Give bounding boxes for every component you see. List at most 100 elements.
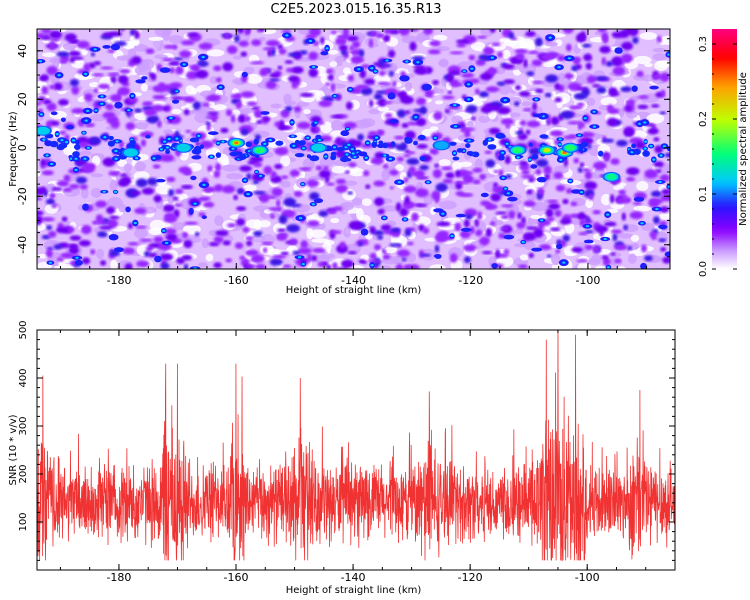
heatmap-texture	[384, 113, 393, 118]
heatmap-texture	[135, 79, 146, 84]
heatmap-texture	[592, 210, 601, 215]
heatmap-texture	[456, 43, 467, 48]
heatmap-texture	[616, 197, 631, 204]
heatmap-texture	[350, 148, 354, 151]
heatmap-texture	[658, 238, 667, 243]
heatmap-texture	[286, 247, 294, 252]
heatmap-texture	[302, 147, 306, 150]
heatmap-texture	[432, 169, 442, 179]
heatmap-texture	[596, 86, 607, 94]
heatmap-texture	[46, 102, 57, 112]
heatmap-texture	[230, 114, 236, 123]
heatmap-texture	[413, 140, 418, 146]
heatmap-texture	[383, 35, 390, 42]
heatmap-texture	[485, 227, 492, 237]
heatmap-texture	[381, 142, 389, 149]
heatmap-texture	[579, 31, 587, 41]
heatmap-texture	[398, 29, 410, 36]
heatmap-texture	[553, 165, 569, 174]
heatmap-texture	[144, 251, 150, 257]
heatmap-texture	[245, 73, 263, 84]
heatmap-texture	[630, 234, 640, 242]
heatmap-texture	[599, 230, 604, 237]
heatmap-texture	[475, 59, 486, 66]
heatmap-texture	[637, 95, 649, 99]
heatmap-texture	[253, 219, 262, 231]
heatmap-texture	[114, 149, 118, 153]
heatmap-texture	[651, 235, 657, 241]
heatmap-texture	[374, 197, 385, 207]
heatmap-texture	[38, 60, 43, 63]
heatmap-texture	[580, 121, 585, 129]
heatmap-texture	[215, 230, 229, 237]
heatmap-texture	[586, 97, 596, 106]
heatmap-texture	[489, 29, 496, 33]
heatmap-texture	[581, 219, 594, 225]
heatmap-texture	[655, 208, 659, 211]
heatmap-texture	[547, 199, 559, 204]
heatmap-texture	[81, 48, 88, 56]
heatmap-texture	[182, 63, 186, 66]
heatmap-texture	[255, 263, 266, 269]
heatmap-texture	[83, 93, 93, 102]
heatmap-texture	[662, 256, 670, 264]
heatmap-texture	[380, 224, 392, 231]
heatmap-texture	[618, 189, 626, 196]
heatmap-texture	[237, 188, 243, 194]
heatmap-texture	[633, 196, 645, 202]
heatmap-texture	[249, 235, 266, 243]
heatmap-texture	[519, 254, 529, 261]
snr-x-tick-label: -160	[224, 571, 249, 584]
heatmap-y-axis-label: Frequency (Hz)	[8, 111, 19, 187]
heatmap-texture	[635, 141, 646, 150]
heatmap-texture	[233, 55, 242, 60]
heatmap-texture	[141, 187, 155, 195]
heatmap-texture	[426, 181, 430, 184]
heatmap-texture	[306, 179, 319, 188]
heatmap-texture	[231, 147, 235, 150]
heatmap-texture	[140, 139, 147, 147]
heatmap-texture	[179, 50, 192, 58]
heatmap-texture	[89, 113, 107, 122]
heatmap-texture	[462, 70, 466, 73]
heatmap-texture	[585, 225, 590, 228]
heatmap-texture	[401, 123, 409, 128]
heatmap-texture	[467, 139, 471, 142]
heatmap-feature-0	[123, 148, 138, 157]
heatmap-texture	[107, 218, 118, 229]
heatmap-texture	[190, 175, 197, 181]
heatmap-texture	[515, 52, 525, 61]
heatmap-texture	[100, 66, 114, 70]
heatmap-feature-2	[234, 141, 239, 145]
heatmap-texture	[205, 115, 220, 119]
heatmap-texture	[452, 156, 460, 161]
heatmap-texture	[432, 80, 439, 85]
heatmap-texture	[178, 166, 192, 174]
heatmap-texture	[416, 203, 428, 207]
heatmap-texture	[148, 252, 157, 258]
heatmap-texture	[237, 114, 246, 123]
heatmap-texture	[459, 230, 471, 239]
heatmap-texture	[69, 235, 82, 241]
heatmap-texture	[603, 237, 607, 241]
heatmap-texture	[595, 225, 609, 233]
heatmap-texture	[63, 42, 77, 51]
heatmap-texture	[453, 125, 458, 128]
heatmap-texture	[547, 52, 561, 58]
heatmap-texture	[253, 230, 263, 237]
heatmap-texture	[601, 255, 609, 260]
heatmap-texture	[453, 104, 457, 107]
heatmap-texture	[532, 102, 537, 111]
heatmap-texture	[261, 67, 270, 74]
heatmap-texture	[90, 52, 95, 57]
heatmap-texture	[503, 79, 515, 85]
heatmap-texture	[355, 208, 364, 220]
heatmap-texture	[633, 205, 652, 212]
heatmap-texture	[100, 260, 107, 266]
heatmap-texture	[413, 109, 428, 113]
heatmap-texture	[413, 67, 427, 75]
heatmap-texture	[524, 241, 536, 250]
heatmap-texture	[403, 177, 409, 183]
heatmap-texture	[377, 81, 391, 86]
heatmap-texture	[224, 32, 230, 38]
